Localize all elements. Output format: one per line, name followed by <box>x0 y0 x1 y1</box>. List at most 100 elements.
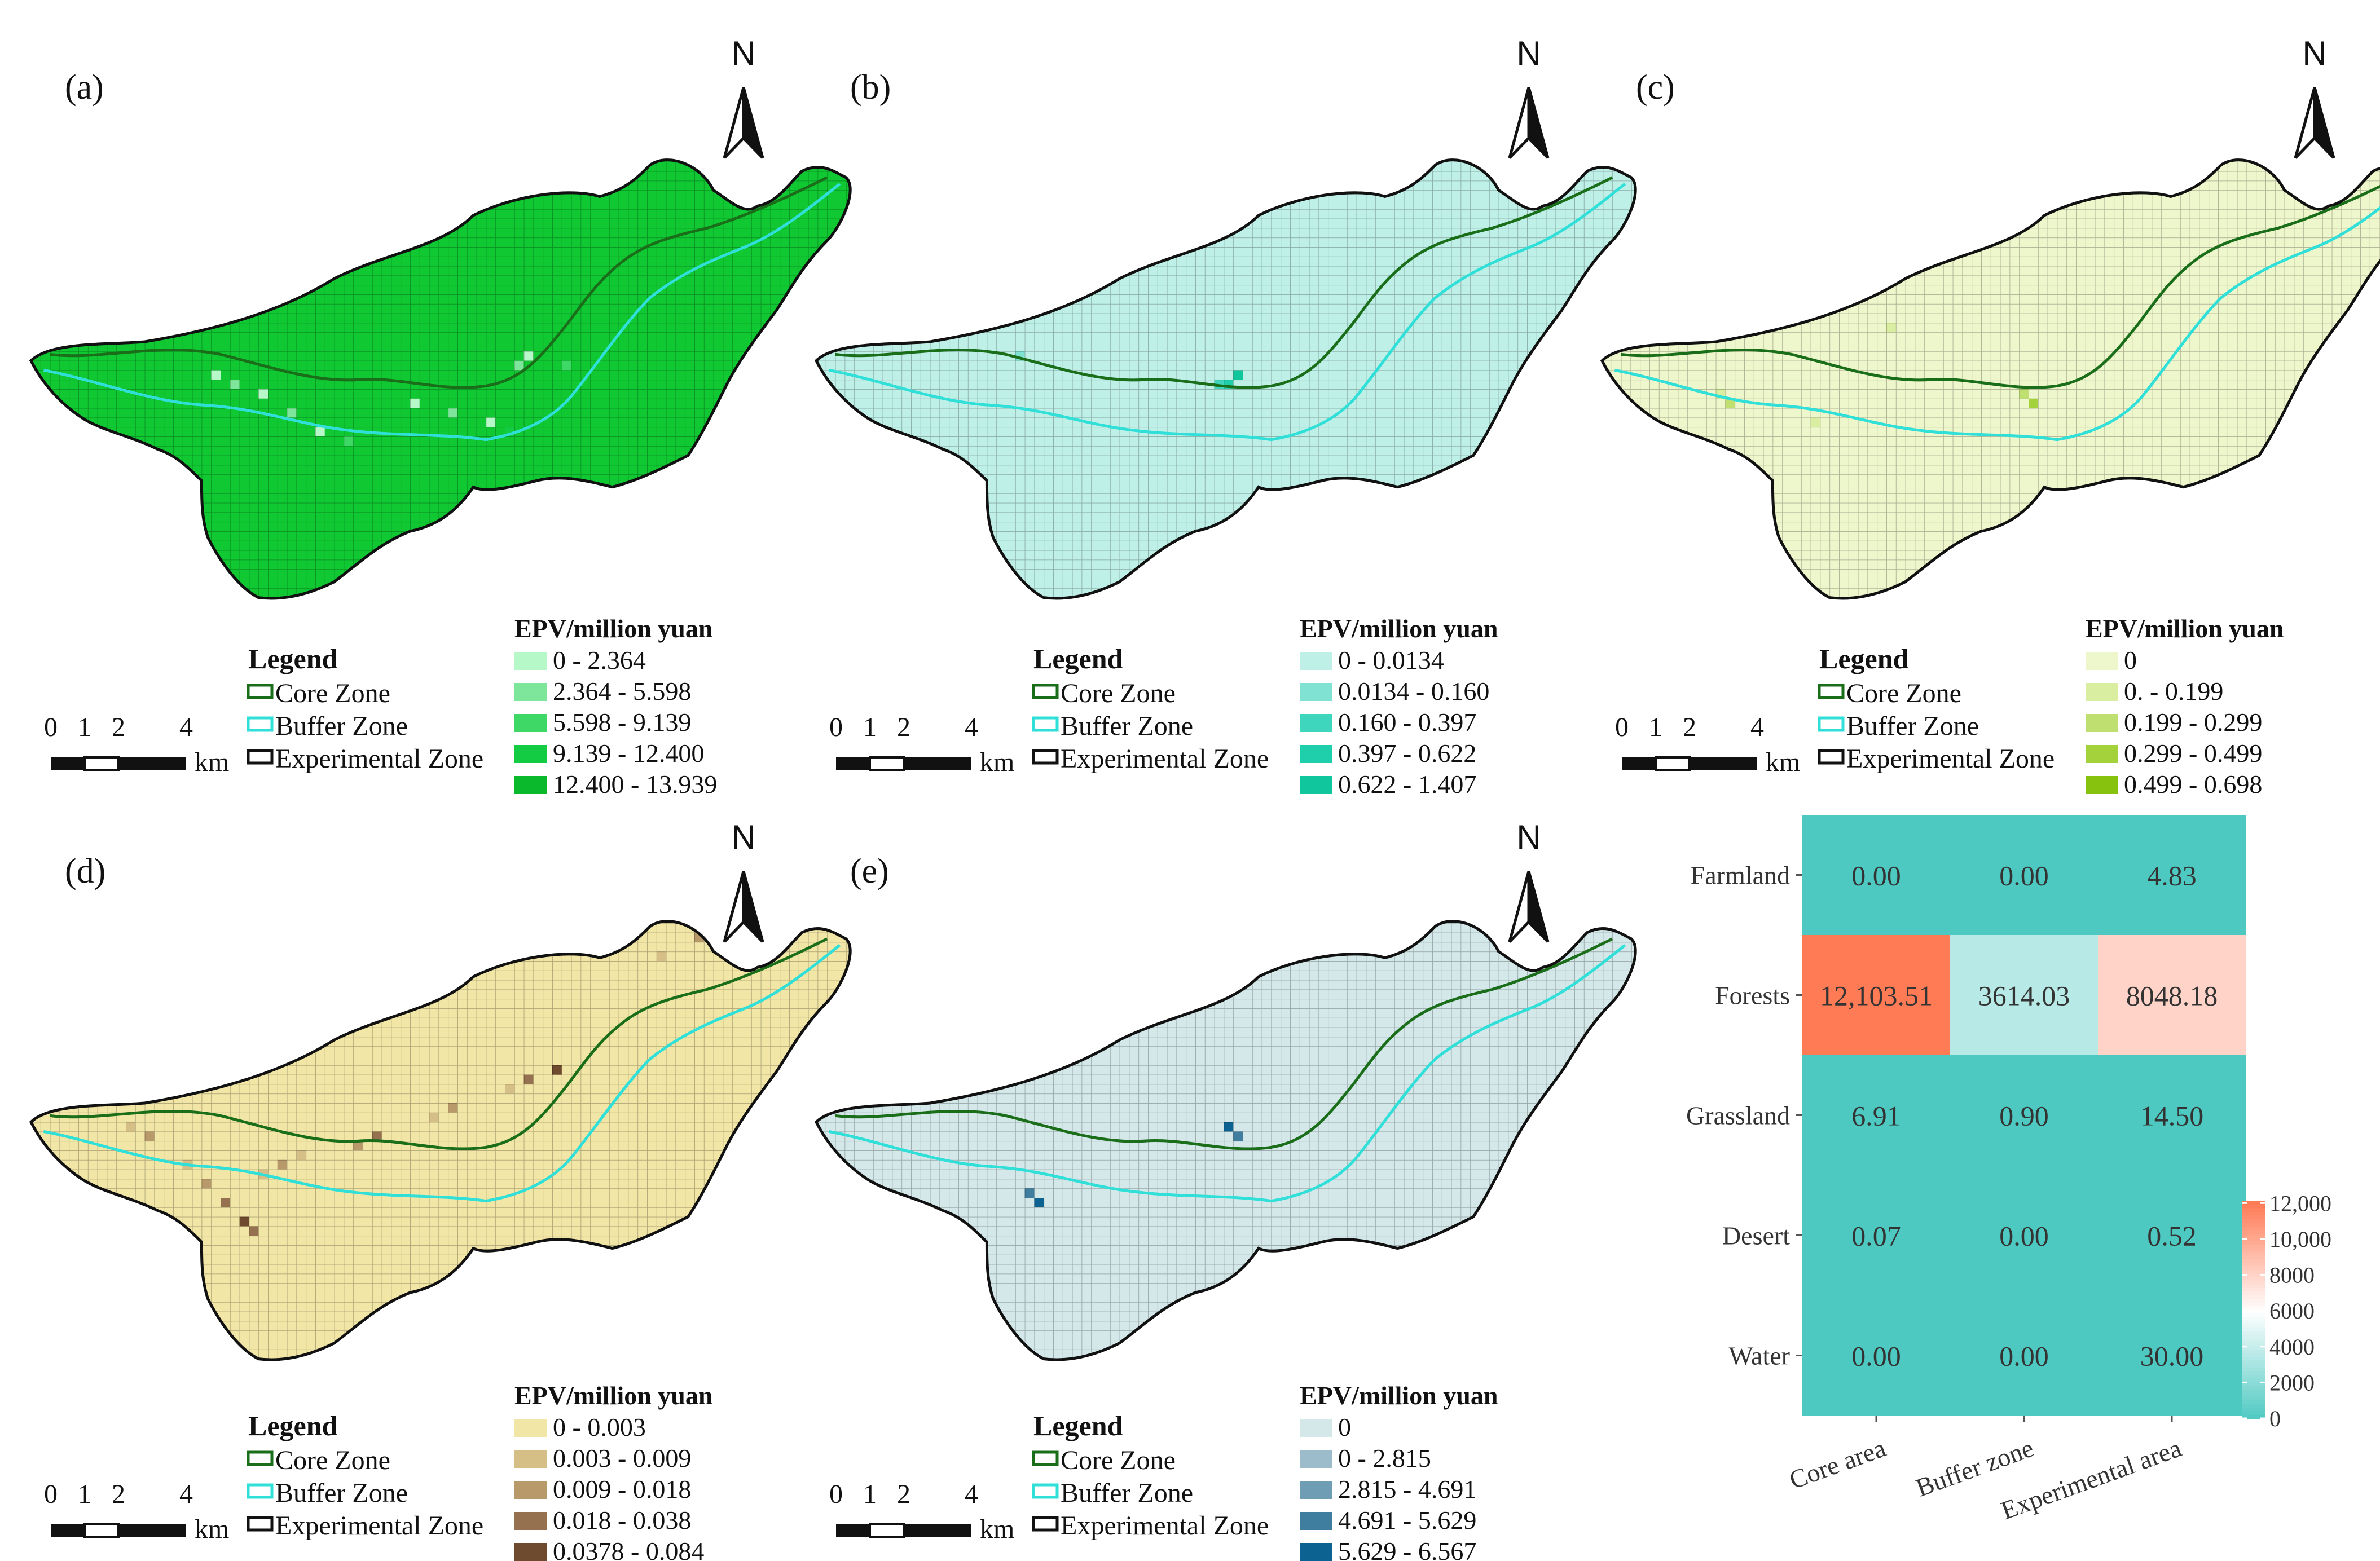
epv-class-swatch <box>514 1543 547 1561</box>
colorbar-tick-label: 10,000 <box>2269 1227 2331 1252</box>
epv-class-label: 0.199 - 0.299 <box>2124 708 2262 737</box>
epv-class-label: 0.0134 - 0.160 <box>1338 677 1489 705</box>
heatmap-cell-value: 12,103.51 <box>1820 980 1933 1012</box>
raster-cell <box>164 1008 173 1018</box>
raster-cell <box>296 200 306 209</box>
epv-legend-title: EPV/million yuan <box>1300 1381 1498 1410</box>
heatmap-cell <box>2098 1175 2246 1295</box>
heatmap-cell-value: 0.00 <box>1999 860 2049 892</box>
raster-cell <box>844 313 855 323</box>
epv-class-swatch <box>2086 776 2118 794</box>
epv-class-swatch <box>1300 1512 1332 1530</box>
scale-tick-label: 4 <box>965 1479 978 1509</box>
legend-experimental-label: Experimental Zone <box>1061 744 1269 774</box>
panel-d-label: (d) <box>65 852 105 890</box>
scale-unit: km <box>980 747 1014 777</box>
raster-cell <box>600 161 609 171</box>
raster-cell <box>239 218 249 228</box>
epv-class-swatch <box>514 1512 547 1530</box>
scale-tick-label: 0 <box>44 1479 58 1509</box>
legend-experimental-label: Experimental Zone <box>1846 744 2055 774</box>
epv-class-legend: EPV/million yuan 0 - 0.003 0.003 - 0.009 0.… <box>514 1381 712 1561</box>
heatmap-cell-value: 6.91 <box>1851 1100 1901 1132</box>
core-zone-swatch <box>247 684 274 699</box>
heatmap-cell-value: 0.00 <box>1851 860 1901 892</box>
raster-cell <box>221 228 230 238</box>
study-area-map-a <box>31 152 865 607</box>
scale-tick-label: 1 <box>78 712 91 742</box>
epv-class-label: 0 - 2.815 <box>1338 1444 1431 1472</box>
epv-class-legend: EPV/million yuan 0 - 2.364 2.364 - 5.598 5.… <box>514 614 717 799</box>
raster-cell <box>1630 303 1640 314</box>
raster-cell <box>78 285 88 294</box>
raster-cell <box>1081 228 1092 238</box>
legend-core-label: Core Zone <box>275 678 390 708</box>
scale-tick-label: 1 <box>863 1479 877 1509</box>
epv-class-label: 4.691 - 5.629 <box>1338 1506 1476 1534</box>
heatmap-cell <box>1802 1295 1950 1416</box>
raster-cell <box>277 970 287 980</box>
buffer-zone-boundary <box>43 183 841 442</box>
raster-cell <box>1621 294 1631 304</box>
epv-class-label: 5.629 - 6.567 <box>1338 1537 1476 1561</box>
epv-class-label: 0.622 - 1.407 <box>1338 770 1476 799</box>
epv-class-label: 9.139 - 12.400 <box>553 739 704 768</box>
core-zone-swatch <box>1818 684 1845 699</box>
panel-b-label: (b) <box>850 68 891 107</box>
epv-class-label: 0.499 - 0.698 <box>2124 770 2262 799</box>
heatmap-row-label: Water <box>1728 1342 1790 1370</box>
panel-e-label: (e) <box>850 852 889 890</box>
colorbar-tick-label: 2000 <box>2269 1370 2315 1395</box>
colorbar-tick-label: 12,000 <box>2269 1190 2331 1216</box>
legend-buffer-label: Buffer Zone <box>1061 711 1193 741</box>
scale-tick-label: 1 <box>1649 712 1662 742</box>
heatmap-row-label: Forests <box>1715 981 1790 1010</box>
scale-bar: 0 1 2 4km <box>44 712 229 777</box>
epv-class-label: 0.299 - 0.499 <box>2124 739 2262 768</box>
legend-title: Legend <box>248 643 338 674</box>
raster-cell <box>258 209 268 219</box>
north-label: N <box>731 818 755 856</box>
north-arrow-icon: N <box>2294 34 2335 159</box>
raster-cell <box>1110 237 1120 247</box>
raster-cell <box>87 1093 98 1103</box>
epv-class-legend: EPV/million yuan 0 0 - 2.815 2.815 - 4.691 4… <box>1300 1381 1498 1561</box>
raster-cell <box>315 190 325 200</box>
epv-class-swatch <box>1300 776 1332 794</box>
raster-cell <box>429 171 439 181</box>
scale-tick-label: 2 <box>1683 712 1696 742</box>
heatmap-cell-value: 0.90 <box>1999 1100 2049 1132</box>
heatmap-cell-value: 0.07 <box>1851 1220 1901 1252</box>
scale-unit: km <box>195 747 229 777</box>
epv-class-swatch <box>1300 714 1332 732</box>
epv-class-legend: EPV/million yuan 0 - 0.0134 0.0134 - 0.160… <box>1300 614 1498 799</box>
heatmap-cell <box>2098 815 2246 935</box>
raster-cell <box>353 180 363 191</box>
epv-class-label: 0 <box>2124 646 2137 674</box>
north-arrow-icon: N <box>1508 818 1550 943</box>
epv-class-legend: EPV/million yuan 0 0. - 0.199 0.199 - 0.299… <box>2086 614 2284 799</box>
epv-class-swatch <box>514 1481 547 1499</box>
epv-class-swatch <box>514 652 547 670</box>
epv-class-label: 2.364 - 5.598 <box>553 677 691 705</box>
heatmap-row-label: Grassland <box>1686 1101 1790 1130</box>
heatmap-row-label: Farmland <box>1691 861 1790 890</box>
heatmap-cell <box>1802 1055 1950 1175</box>
buffer-zone-swatch <box>247 716 274 732</box>
epv-class-swatch <box>2086 714 2118 732</box>
north-label: N <box>2302 34 2326 72</box>
scale-tick-label: 0 <box>44 712 58 742</box>
epv-class-label: 0.003 - 0.009 <box>553 1444 691 1472</box>
epv-class-label: 0 - 2.364 <box>553 646 646 674</box>
heatmap-cell <box>1950 1295 2098 1416</box>
epv-class-label: 12.400 - 13.939 <box>553 770 717 799</box>
raster-cell <box>391 180 401 191</box>
